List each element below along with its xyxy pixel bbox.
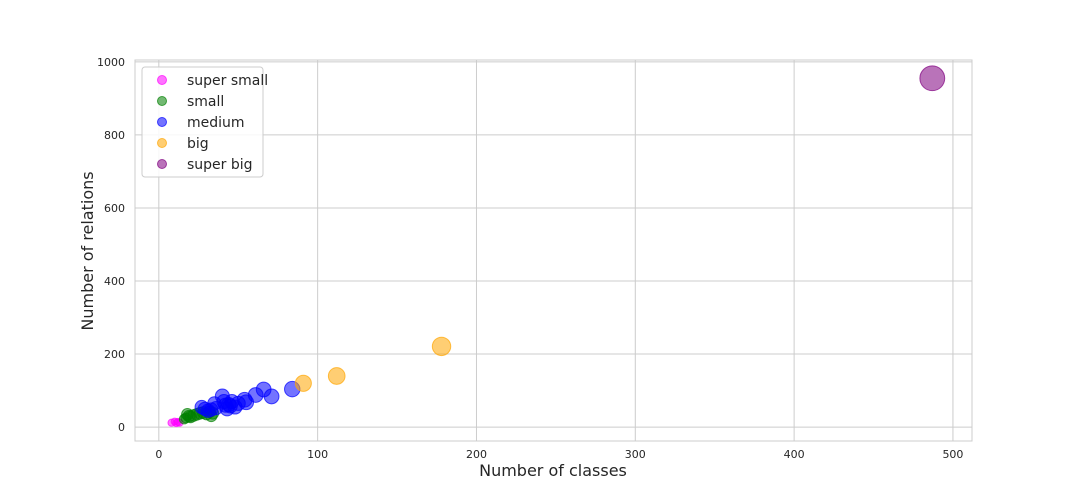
legend: super small small medium big super big [141,66,268,178]
y-tick-label: 400 [104,275,125,288]
data-points [167,65,946,428]
data-point [294,374,312,392]
y-tick-label: 200 [104,348,125,361]
plot-background [135,60,972,441]
legend-label: big [187,136,209,152]
legend-label: medium [187,115,245,131]
y-axis-label: Number of relations [78,171,97,330]
x-tick-label: 400 [784,448,805,461]
legend-marker [157,117,167,127]
x-tick-label: 100 [307,448,328,461]
y-tick-label: 800 [104,129,125,142]
data-point [327,367,346,385]
x-tick-label: 0 [155,448,162,461]
legend-marker [157,75,167,85]
y-tick-label: 600 [104,202,125,215]
y-tick-label: 0 [118,421,125,434]
data-point [431,336,452,357]
legend-marker [157,159,167,169]
y-tick-label: 1000 [97,56,125,69]
legend-box [141,66,264,178]
data-point [919,65,946,92]
legend-marker [157,96,167,106]
grid-lines [135,60,972,441]
legend-label: small [187,94,224,110]
legend-label: super small [187,73,268,89]
x-tick-label: 500 [942,448,963,461]
x-tick-label: 300 [625,448,646,461]
legend-marker [157,138,167,148]
data-point [263,388,280,405]
legend-label: super big [187,157,253,173]
plot-frame [134,59,973,442]
tick-labels: 0 100 200 300 400 500 0 200 400 600 800 1000 [97,56,963,461]
x-tick-label: 200 [466,448,487,461]
x-axis-label: Number of classes [479,461,627,480]
